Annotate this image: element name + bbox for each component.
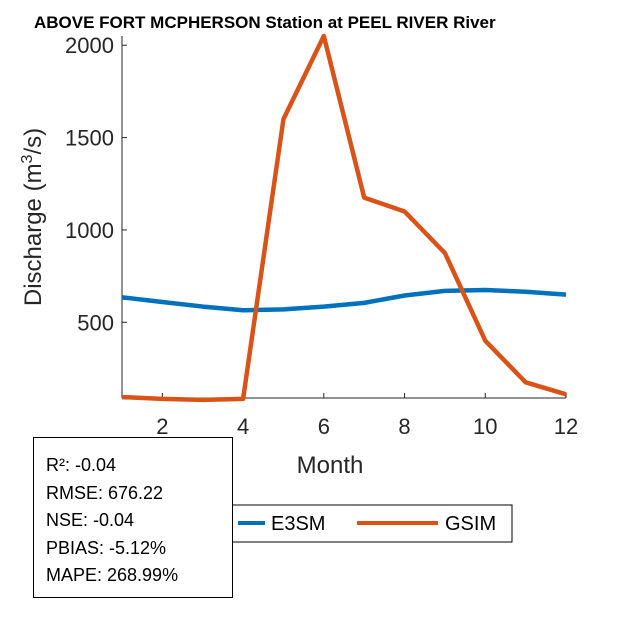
x-tick-label: 10	[473, 414, 497, 439]
y-ticks: 500 1000 1500 2000	[65, 33, 127, 335]
metrics-box: R²: -0.04 RMSE: 676.22 NSE: -0.04 PBIAS:…	[33, 437, 233, 598]
x-tick-label: 6	[318, 414, 330, 439]
y-tick-label: 1500	[65, 126, 114, 151]
series-line-gsim	[121, 33, 567, 403]
legend-label-gsim: GSIM	[445, 513, 496, 535]
y-tick-label: 2000	[65, 33, 114, 58]
metric-nse: NSE: -0.04	[46, 510, 135, 530]
series-layer	[121, 33, 567, 403]
x-axis-label: Month	[297, 452, 364, 479]
y-axis-label: Discharge (m3/s)	[19, 128, 47, 306]
metric-rmse: RMSE: 676.22	[46, 482, 164, 503]
x-tick-label: 12	[554, 414, 578, 439]
x-tick-label: 8	[398, 414, 410, 439]
x-tick-label: 2	[156, 414, 168, 439]
plot-area	[121, 36, 566, 399]
x-tick-label: 4	[237, 414, 249, 439]
chart-title: ABOVE FORT MCPHERSON Station at PEEL RIV…	[34, 13, 496, 32]
metric-mape: MAPE: 268.99%	[46, 565, 179, 585]
series-line-e3sm	[121, 287, 567, 313]
legend: E3SM GSIM	[227, 504, 513, 543]
metric-r2: R²: -0.04	[46, 455, 117, 475]
y-tick-label: 500	[77, 310, 114, 335]
legend-label-e3sm: E3SM	[271, 513, 325, 535]
metric-pbias: PBIAS: -5.12%	[46, 537, 167, 558]
y-tick-label: 1000	[65, 218, 114, 243]
